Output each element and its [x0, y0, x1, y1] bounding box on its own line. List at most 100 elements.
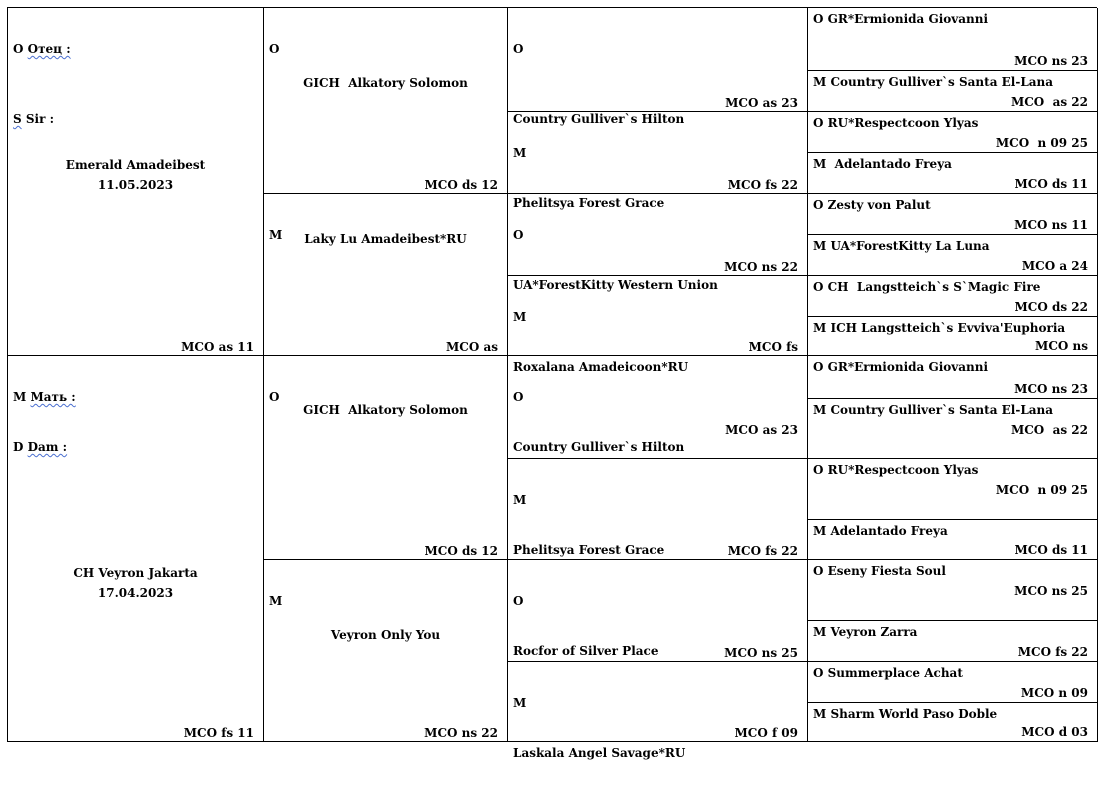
gen3-cell: O Country Gulliver`s Hilton MCO as 23	[508, 8, 808, 126]
dam-name: CH Veyron Jakarta	[73, 566, 198, 580]
sex-label: O	[513, 390, 524, 404]
sex-label: M	[513, 146, 527, 160]
cat-name: M UA*ForestKitty La Luna	[813, 239, 990, 253]
breed-code: MCO fs	[748, 340, 798, 354]
cat-name: Phelitsya Forest Grace	[513, 543, 665, 557]
cat-name: GICH Alkatory Solomon	[303, 403, 468, 417]
breed-code: MCO a 24	[1021, 259, 1088, 273]
gen4-cell: O GR*Ermionida Giovanni MCO ns 23	[808, 356, 1098, 399]
sex-label: O	[513, 594, 524, 608]
breed-code: MCO ns 25	[724, 646, 798, 660]
cat-name: M Country Gulliver`s Santa El-Lana	[813, 403, 1054, 417]
sex-label: M	[13, 390, 27, 404]
gen3-cell: O UA*ForestKitty Western Union MCO ns 22	[508, 194, 808, 292]
sire-label-ru: O Отец :	[13, 42, 254, 57]
gen3-cell: M Phelitsya Forest Grace MCO fs 22	[508, 112, 808, 210]
sex-label: M	[513, 493, 527, 507]
breed-code: MCO fs 22	[727, 544, 798, 558]
breed-code: MCO ns 11	[1014, 218, 1088, 232]
cat-name: Country Gulliver`s Hilton	[513, 440, 685, 454]
gen3-cell: M Laskala Angel Savage*RU MCO f 09	[508, 662, 808, 760]
sex-label: M	[513, 310, 527, 324]
sire-breed-code: MCO as 11	[181, 340, 254, 354]
gen4-cell: M Sharm World Paso Doble MCO d 03	[808, 703, 1098, 742]
gen4-cell: M ICH Langstteich`s Evviva'Euphoria MCO n…	[808, 317, 1098, 356]
sex-label: O	[269, 390, 280, 404]
gen3-cell: M Phelitsya Forest Grace MCO fs 22	[508, 459, 808, 560]
sex-label: O	[13, 42, 24, 56]
cat-name: UA*ForestKitty Western Union	[513, 278, 718, 292]
gen4-cell: O RU*Respectcoon Ylyas MCO n 09 25	[808, 459, 1098, 520]
cat-name: Veyron Only You	[330, 628, 441, 642]
gen4-cell: M Country Gulliver`s Santa El-Lana MCO as…	[808, 71, 1098, 112]
dam-breed-code: MCO fs 11	[183, 726, 254, 740]
breed-code: MCO fs 22	[1017, 645, 1088, 659]
code-letter: D	[13, 440, 24, 454]
cat-name: O GR*Ermionida Giovanni	[813, 360, 989, 374]
label-text: Dam :	[27, 440, 68, 454]
breed-code: MCO d 03	[1021, 725, 1088, 739]
breed-code: MCO ns	[1035, 339, 1088, 353]
sire-name: Emerald Amadeibest	[65, 158, 206, 172]
cat-name: O RU*Respectcoon Ylyas	[813, 463, 979, 477]
cat-name: Phelitsya Forest Grace	[513, 196, 665, 210]
breed-code: MCO as 23	[725, 96, 798, 110]
breed-code: MCO n 09 25	[995, 483, 1088, 497]
breed-code: MCO ds 22	[1014, 300, 1089, 314]
pedigree-table: O Отец : S Sir : Emerald Amadeibest 11.0…	[7, 7, 1098, 760]
cat-name: O RU*Respectcoon Ylyas	[813, 116, 979, 130]
gen3-cell: O Country Gulliver`s Hilton MCO as 23	[508, 356, 808, 459]
breed-code: MCO n 09	[1020, 686, 1088, 700]
gen4-cell: O CH Langstteich`s S`Magic Fire MCO ds 22	[808, 276, 1098, 317]
gen4-cell: O Zesty von Palut MCO ns 11	[808, 194, 1098, 235]
cat-name: O GR*Ermionida Giovanni	[813, 12, 989, 26]
cat-name: M Sharm World Paso Doble	[813, 707, 998, 721]
sex-label: M	[513, 696, 527, 710]
dam-label-en: D Dam :	[13, 440, 254, 455]
gen4-cell: M Adelantado Freya MCO ds 11	[808, 153, 1098, 194]
cat-name: O Eseny Fiesta Soul	[813, 564, 946, 578]
dam-cell: M Мать : D Dam : CH Veyron Jakarta 17.04…	[8, 356, 264, 742]
sex-label: O	[269, 42, 280, 56]
cat-name: O CH Langstteich`s S`Magic Fire	[813, 280, 1041, 294]
breed-code: MCO ns 25	[1014, 584, 1088, 598]
breed-code: MCO as 23	[725, 423, 798, 437]
gen4-cell: O Eseny Fiesta Soul MCO ns 25	[808, 560, 1098, 621]
label-text: Мать :	[30, 390, 76, 404]
breed-code: MCO ds 11	[1014, 543, 1089, 557]
cat-name: Roxalana Amadeicoon*RU	[513, 360, 689, 374]
gen2-cell: O GICH Alkatory Solomon MCO ds 12	[264, 8, 508, 194]
breed-code: MCO n 09 25	[995, 136, 1088, 150]
breed-code: MCO ns 23	[1014, 54, 1088, 68]
label-text: Sir :	[25, 112, 55, 126]
cat-name: M Adelantado Freya	[813, 524, 948, 538]
breed-code: MCO ds 11	[1014, 177, 1089, 191]
sire-label-en: S Sir :	[13, 112, 254, 127]
gen4-cell: O GR*Ermionida Giovanni MCO ns 23	[808, 8, 1098, 71]
gen2-cell: M Laky Lu Amadeibest*RU MCO as	[264, 194, 508, 356]
dam-birth-date: 17.04.2023	[97, 586, 174, 600]
breed-code: MCO ns 23	[1014, 382, 1088, 396]
breed-code: MCO ds 12	[424, 178, 499, 192]
cat-name: GICH Alkatory Solomon	[303, 76, 468, 90]
sex-label: O	[513, 42, 524, 56]
cat-name: Laky Lu Amadeibest*RU	[304, 232, 467, 246]
gen4-cell: O RU*Respectcoon Ylyas MCO n 09 25	[808, 112, 1098, 153]
cat-name: Laskala Angel Savage*RU	[513, 746, 686, 760]
sex-label: M	[269, 228, 283, 242]
breed-code: MCO ns 22	[424, 726, 498, 740]
sex-label: O	[513, 228, 524, 242]
gen2-cell: M Veyron Only You MCO ns 22	[264, 560, 508, 742]
sex-label: M	[269, 594, 283, 608]
gen4-cell: M UA*ForestKitty La Luna MCO a 24	[808, 235, 1098, 276]
breed-code: MCO fs 22	[727, 178, 798, 192]
breed-code: MCO f 09	[734, 726, 798, 740]
breed-code: MCO ds 12	[424, 544, 499, 558]
cat-name: M ICH Langstteich`s Evviva'Euphoria	[813, 321, 1066, 335]
label-text: Отец :	[27, 42, 71, 56]
gen4-cell: O Summerplace Achat MCO n 09	[808, 662, 1098, 703]
breed-code: MCO ns 22	[724, 260, 798, 274]
cat-name: M Adelantado Freya	[813, 157, 952, 171]
cat-name: Country Gulliver`s Hilton	[513, 112, 685, 126]
cat-name: Rocfor of Silver Place	[513, 644, 659, 658]
